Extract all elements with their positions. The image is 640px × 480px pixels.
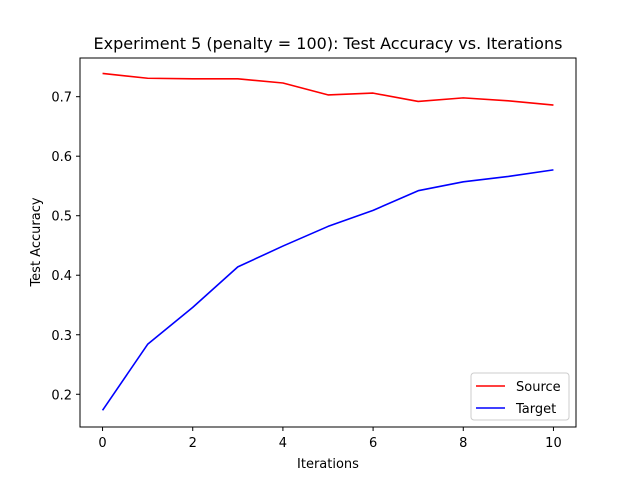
y-tick-label: 0.5 bbox=[51, 210, 72, 225]
y-tick-label: 0.3 bbox=[51, 329, 72, 344]
plot-area bbox=[80, 58, 576, 427]
y-tick-label: 0.6 bbox=[51, 150, 72, 165]
y-axis-label: Test Accuracy bbox=[29, 197, 44, 287]
x-tick-label: 4 bbox=[279, 436, 287, 451]
x-tick-label: 8 bbox=[459, 436, 467, 451]
chart-title: Experiment 5 (penalty = 100): Test Accur… bbox=[94, 34, 563, 53]
series-line-target bbox=[101, 169, 554, 411]
y-axis-ticks: 0.2 0.3 0.4 0.5 0.6 0.7 bbox=[51, 91, 80, 403]
legend-label-target: Target bbox=[515, 402, 556, 417]
x-axis-label: Iterations bbox=[297, 457, 359, 472]
x-axis-ticks: 0 2 4 6 8 10 bbox=[98, 427, 562, 451]
legend: Source Target bbox=[470, 372, 570, 421]
x-tick-label: 2 bbox=[189, 436, 197, 451]
plot-frame bbox=[79, 57, 577, 428]
series-line-source bbox=[102, 72, 554, 106]
y-tick-label: 0.2 bbox=[51, 388, 72, 403]
series-lines bbox=[101, 72, 554, 411]
x-tick-label: 6 bbox=[369, 436, 377, 451]
legend-label-source: Source bbox=[516, 380, 561, 395]
y-tick-label: 0.4 bbox=[51, 269, 72, 284]
x-tick-label: 0 bbox=[98, 436, 106, 451]
x-tick-label: 10 bbox=[545, 436, 562, 451]
y-tick-label: 0.7 bbox=[51, 91, 72, 106]
